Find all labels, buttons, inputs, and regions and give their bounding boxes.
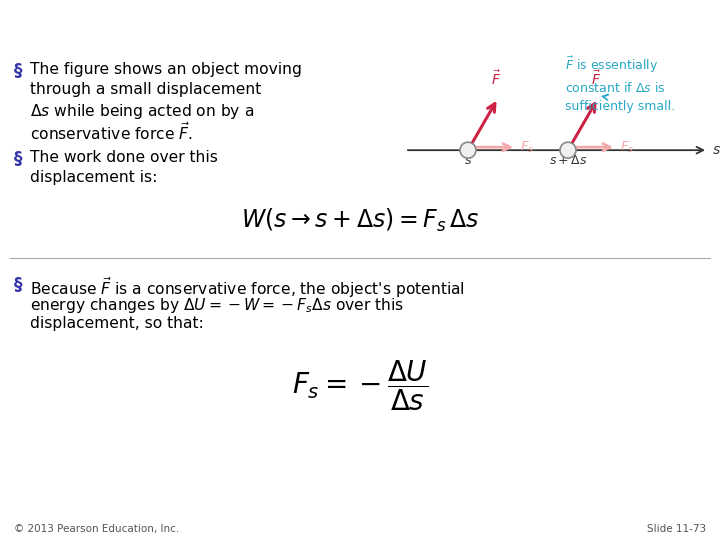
Text: $\vec{F}$: $\vec{F}$ <box>591 70 601 88</box>
Text: Because $\vec{F}$ is a conservative force, the object's potential: Because $\vec{F}$ is a conservative forc… <box>30 276 465 300</box>
Text: Slide 11-73: Slide 11-73 <box>647 524 706 534</box>
Text: © 2013 Pearson Education, Inc.: © 2013 Pearson Education, Inc. <box>14 524 179 534</box>
Text: $s$: $s$ <box>464 154 472 167</box>
Text: $W(s \rightarrow s + \Delta s) = F_s\,\Delta s$: $W(s \rightarrow s + \Delta s) = F_s\,\D… <box>240 206 480 234</box>
Text: §: § <box>14 62 22 80</box>
Text: Finding Force from Potential Energy: Finding Force from Potential Energy <box>9 12 548 38</box>
Text: The work done over this: The work done over this <box>30 150 218 165</box>
Text: $s$: $s$ <box>712 143 720 157</box>
Text: through a small displacement: through a small displacement <box>30 82 261 97</box>
Text: $F_s$: $F_s$ <box>620 140 634 155</box>
Text: displacement, so that:: displacement, so that: <box>30 316 204 331</box>
Text: §: § <box>14 150 22 168</box>
Text: The figure shows an object moving: The figure shows an object moving <box>30 62 302 77</box>
Text: $s+\Delta s$: $s+\Delta s$ <box>549 154 588 167</box>
Circle shape <box>460 142 476 158</box>
Text: $\vec{F}$ is essentially
constant if $\Delta s$ is
sufficiently small.: $\vec{F}$ is essentially constant if $\D… <box>565 55 675 113</box>
Text: $\vec{F}$: $\vec{F}$ <box>491 70 501 88</box>
Circle shape <box>560 142 576 158</box>
Text: conservative force $\vec{F}$.: conservative force $\vec{F}$. <box>30 122 193 143</box>
Text: energy changes by $\Delta U = -W = -F_s\Delta s$ over this: energy changes by $\Delta U = -W = -F_s\… <box>30 296 404 315</box>
Text: $F_s$: $F_s$ <box>520 140 534 155</box>
Text: §: § <box>14 276 22 294</box>
Text: $F_s = -\dfrac{\Delta U}{\Delta s}$: $F_s = -\dfrac{\Delta U}{\Delta s}$ <box>292 359 428 414</box>
Text: $\Delta s$ while being acted on by a: $\Delta s$ while being acted on by a <box>30 102 254 121</box>
Text: displacement is:: displacement is: <box>30 170 158 185</box>
